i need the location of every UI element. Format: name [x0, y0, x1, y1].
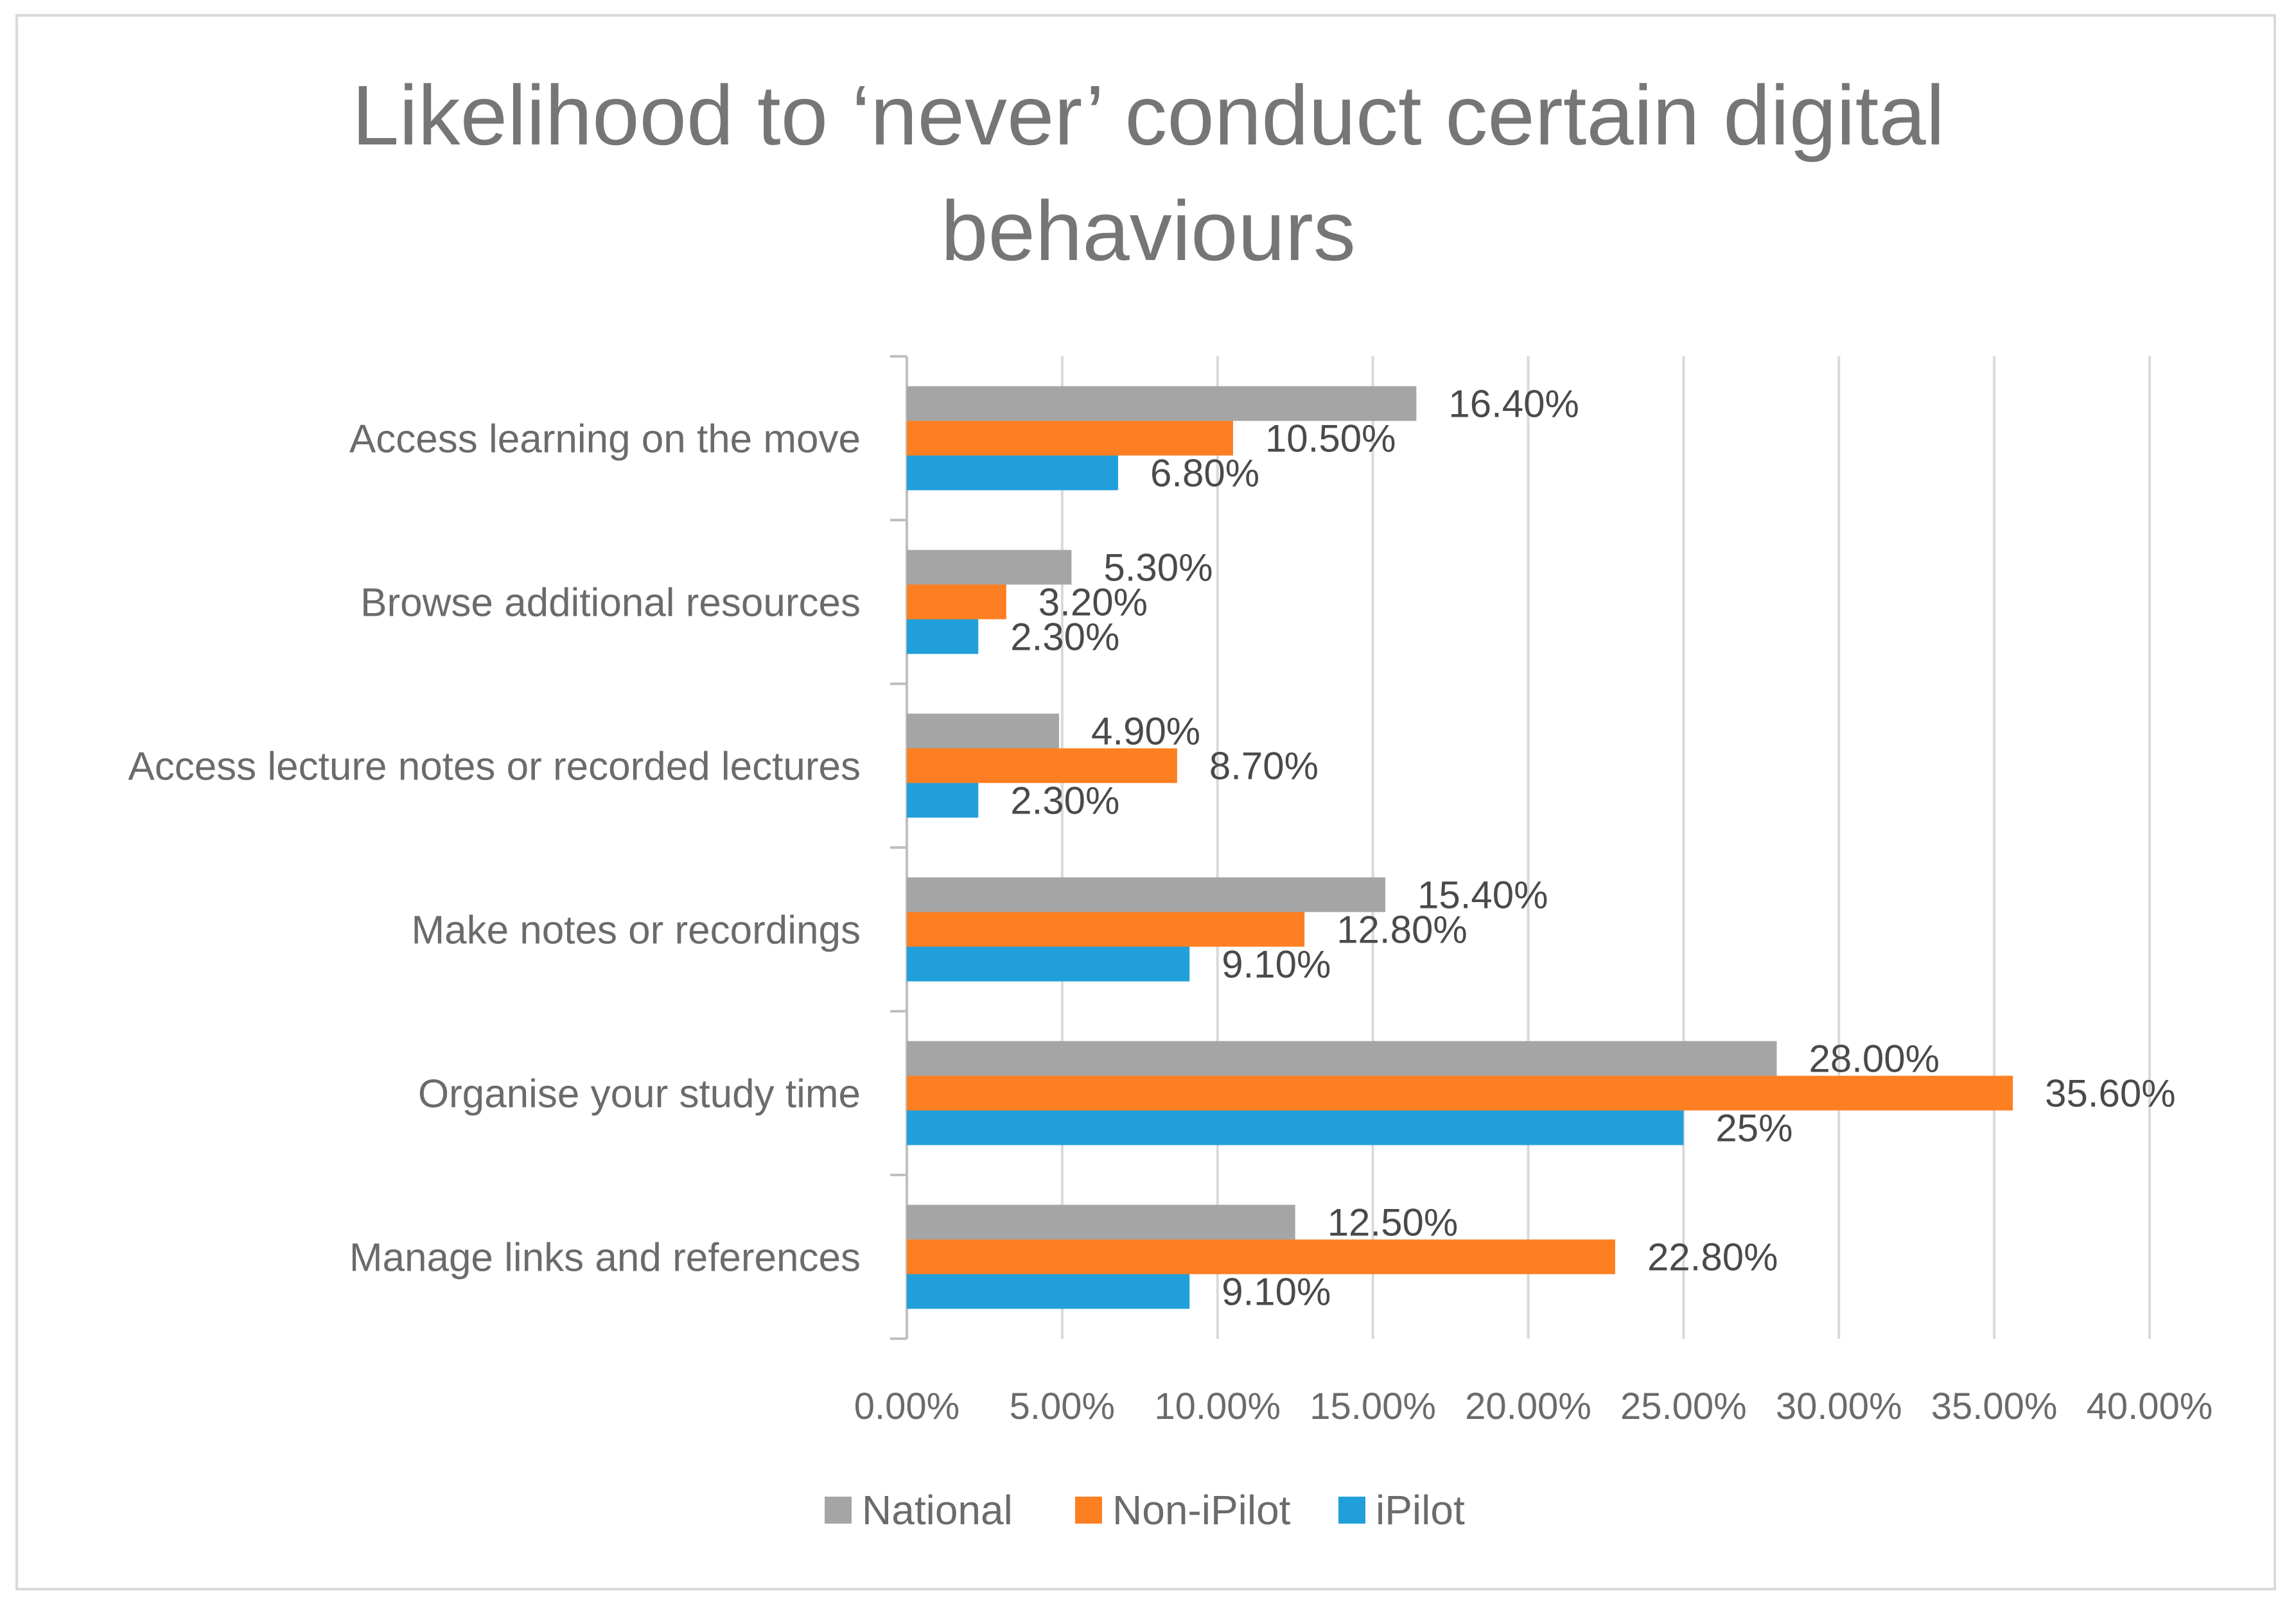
x-tick-label-1: 5.00% — [1010, 1386, 1115, 1427]
bar-non-ipilot-3 — [907, 912, 1305, 947]
legend-swatch-national — [825, 1497, 852, 1524]
chart-title-line-2: behaviours — [941, 184, 1356, 278]
x-tick-label-6: 30.00% — [1776, 1386, 1902, 1427]
data-label-national-1: 5.30% — [1103, 546, 1213, 589]
chart-title-line-1: Likelihood to ‘never’ conduct certain di… — [352, 68, 1945, 162]
data-label-non-ipilot-4: 35.60% — [2045, 1072, 2176, 1115]
data-label-non-ipilot-1: 3.20% — [1038, 581, 1148, 624]
category-label-1: Browse additional resources — [360, 581, 861, 625]
legend-label-national: National — [862, 1487, 1013, 1533]
x-tick-label-4: 20.00% — [1465, 1386, 1591, 1427]
bar-national-2 — [907, 713, 1060, 749]
bar-ipilot-2 — [907, 783, 979, 818]
chart-title: Likelihood to ‘never’ conduct certain di… — [352, 68, 1945, 278]
gridlines — [1060, 356, 2151, 1339]
legend-swatch-ipilot — [1338, 1497, 1365, 1524]
legend-swatch-non-ipilot — [1075, 1497, 1102, 1524]
x-tick-label-5: 25.00% — [1620, 1386, 1747, 1427]
category-label-5: Manage links and references — [349, 1236, 861, 1280]
data-label-non-ipilot-3: 12.80% — [1336, 909, 1468, 952]
category-label-0: Access learning on the move — [349, 417, 861, 462]
data-label-ipilot-2: 2.30% — [1010, 779, 1119, 822]
x-axis-tick-labels: 0.00% 5.00% 10.00% 15.00% 20.00% 25.00% 30.00%… — [854, 1386, 2213, 1427]
legend-label-non-ipilot: Non-iPilot — [1112, 1487, 1291, 1533]
bar-national-1 — [907, 550, 1072, 585]
data-label-ipilot-0: 6.80% — [1150, 452, 1259, 495]
data-label-national-4: 28.00% — [1809, 1038, 1940, 1081]
chart-frame — [15, 14, 2276, 1590]
category-label-3: Make notes or recordings — [411, 909, 861, 953]
bar-national-3 — [907, 877, 1385, 912]
bar-non-ipilot-4 — [907, 1075, 2013, 1111]
data-label-national-0: 16.40% — [1448, 383, 1579, 426]
legend: National Non-iPilot iPilot — [825, 1487, 1465, 1533]
data-label-non-ipilot-5: 22.80% — [1647, 1236, 1778, 1279]
category-label-2: Access lecture notes or recorded lecture… — [128, 745, 861, 789]
bar-national-4 — [907, 1041, 1777, 1076]
data-label-non-ipilot-2: 8.70% — [1209, 745, 1319, 788]
data-label-ipilot-1: 2.30% — [1010, 616, 1119, 659]
data-label-ipilot-5: 9.10% — [1222, 1271, 1331, 1314]
bar-national-5 — [907, 1205, 1295, 1240]
data-label-national-2: 4.90% — [1091, 710, 1200, 753]
data-label-national-5: 12.50% — [1328, 1201, 1459, 1244]
bar-ipilot-3 — [907, 946, 1190, 982]
x-tick-label-2: 10.00% — [1154, 1386, 1281, 1427]
legend-label-ipilot: iPilot — [1376, 1487, 1465, 1533]
bar-ipilot-4 — [907, 1110, 1684, 1145]
bar-national-0 — [907, 386, 1417, 421]
data-label-non-ipilot-0: 10.50% — [1265, 417, 1396, 460]
data-label-ipilot-4: 25% — [1715, 1107, 1792, 1150]
bar-non-ipilot-1 — [907, 584, 1006, 620]
category-labels: Access learning on the move Browse additi… — [128, 417, 861, 1280]
bar-non-ipilot-0 — [907, 421, 1233, 456]
bar-non-ipilot-2 — [907, 748, 1177, 783]
bars — [907, 386, 2013, 1309]
x-tick-label-0: 0.00% — [854, 1386, 960, 1427]
data-labels: 16.40%10.50%6.80%5.30%3.20%2.30%4.90%8.7… — [1010, 383, 2175, 1314]
bar-ipilot-5 — [907, 1274, 1190, 1309]
x-tick-label-3: 15.00% — [1310, 1386, 1436, 1427]
bar-ipilot-1 — [907, 619, 979, 654]
bar-non-ipilot-5 — [907, 1239, 1615, 1274]
category-label-4: Organise your study time — [418, 1072, 861, 1117]
x-tick-label-7: 35.00% — [1931, 1386, 2058, 1427]
data-label-ipilot-3: 9.10% — [1222, 943, 1331, 986]
bar-ipilot-0 — [907, 455, 1118, 491]
data-label-national-3: 15.40% — [1417, 874, 1548, 917]
x-tick-label-8: 40.00% — [2087, 1386, 2213, 1427]
y-axis — [890, 355, 908, 1340]
